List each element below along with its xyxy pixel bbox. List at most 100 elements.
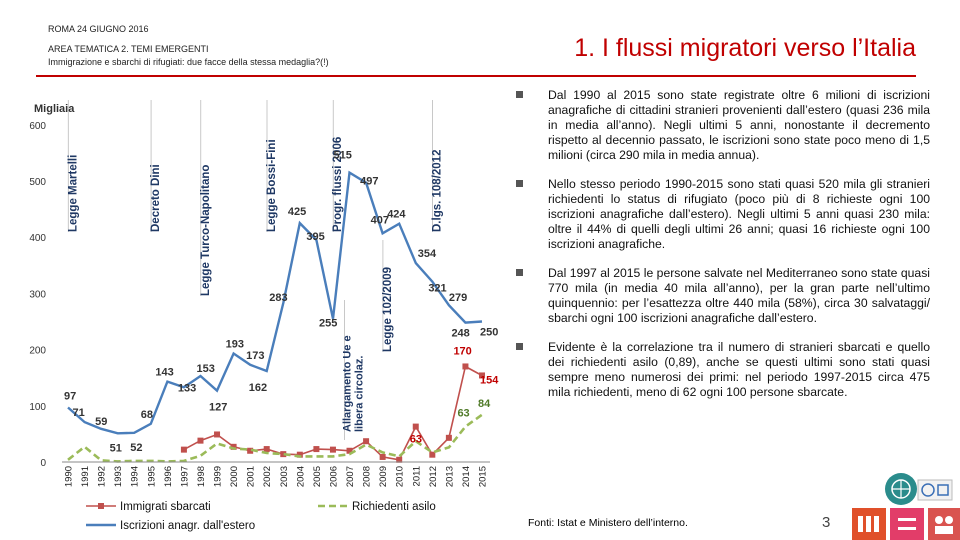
y-tick-label: 600 — [29, 121, 46, 132]
data-label: 84 — [478, 398, 491, 410]
data-label: 255 — [319, 318, 337, 330]
data-label: 127 — [209, 402, 227, 414]
y-tick-label: 400 — [29, 233, 46, 244]
data-label: 395 — [306, 231, 324, 243]
series-marker-sbarcati — [429, 451, 436, 458]
series-marker-sbarcati — [379, 453, 386, 460]
data-label: 71 — [73, 407, 85, 419]
bullet-item: Dal 1990 al 2015 sono state registrate o… — [516, 88, 930, 163]
x-tick-label: 2012 — [428, 466, 439, 487]
series-marker-sbarcati — [363, 438, 370, 445]
x-tick-label: 2001 — [246, 466, 257, 487]
data-label: 68 — [141, 409, 153, 421]
annotation-label: libera circolaz. — [354, 356, 366, 432]
series-marker-sbarcati — [479, 372, 485, 379]
series-line-sbarcati — [183, 365, 483, 461]
x-tick-label: 1991 — [80, 466, 91, 487]
data-label: 407 — [371, 214, 389, 226]
x-tick-label: 2015 — [478, 466, 489, 487]
annotation-label: Legge Turco-Napolitano — [200, 165, 212, 296]
bullet-list: Dal 1990 al 2015 sono state registrate o… — [516, 88, 930, 414]
data-label: 143 — [155, 367, 173, 379]
series-line-richiedenti — [67, 413, 483, 463]
data-label: 497 — [360, 176, 378, 188]
series-line-iscrizioni — [67, 170, 483, 435]
x-tick-label: 2007 — [345, 466, 356, 487]
data-label: 424 — [387, 209, 406, 221]
x-tick-label: 1998 — [196, 466, 207, 487]
data-label: 279 — [449, 292, 467, 304]
annotation-label: Legge Martelli — [67, 155, 79, 232]
annotation-label: Progr. flussi 2006 — [332, 137, 344, 232]
bullet-marker — [516, 91, 523, 98]
y-tick-label: 0 — [40, 458, 46, 469]
data-label: 97 — [64, 390, 76, 402]
data-label: 51 — [110, 442, 122, 454]
data-label: 283 — [269, 292, 287, 304]
x-tick-label: 2009 — [378, 466, 389, 487]
legend-label: Immigrati sbarcati — [120, 501, 211, 513]
series-marker-sbarcati — [412, 423, 419, 430]
x-tick-label: 2008 — [362, 466, 373, 487]
data-label: 153 — [196, 363, 214, 375]
data-label: 321 — [428, 283, 446, 295]
header-line-2: AREA TEMATICA 2. TEMI EMERGENTI — [48, 44, 209, 54]
data-label: 59 — [95, 416, 107, 428]
x-tick-label: 1999 — [213, 466, 224, 487]
x-tick-label: 2002 — [262, 466, 273, 487]
data-label: 154 — [480, 374, 499, 386]
annotation-label: Legge Bossi-Fini — [266, 139, 278, 232]
annotation-label: Legge 102/2009 — [382, 267, 394, 352]
annotation-label: D.lgs. 108/2012 — [432, 150, 444, 232]
bullet-item: Nello stesso periodo 1990-2015 sono stat… — [516, 177, 930, 252]
data-label: 173 — [246, 350, 264, 362]
data-label: 250 — [480, 327, 498, 339]
x-tick-label: 1996 — [163, 466, 174, 487]
series-marker-sbarcati — [445, 434, 452, 441]
y-tick-label: 500 — [29, 177, 46, 188]
x-tick-label: 1993 — [113, 466, 124, 487]
data-label: 170 — [453, 345, 471, 357]
series-marker-sbarcati — [197, 437, 204, 444]
x-tick-label: 1992 — [97, 466, 108, 487]
globe-logo-icon — [885, 473, 917, 505]
annotation-label: Allargamento Ue e — [342, 335, 354, 432]
slide-title: 1. I flussi migratori verso l’Italia — [574, 34, 916, 62]
x-tick-label: 2000 — [229, 466, 240, 487]
data-label: 193 — [226, 339, 244, 351]
title-divider — [36, 75, 916, 77]
x-tick-label: 1997 — [179, 466, 190, 487]
bullet-text: Nello stesso periodo 1990-2015 sono stat… — [548, 177, 930, 251]
legend-label: Richiedenti asilo — [352, 501, 436, 513]
page-number: 3 — [822, 514, 831, 531]
data-label: 162 — [249, 382, 267, 394]
y-tick-label: 200 — [29, 346, 46, 357]
data-label: 63 — [410, 434, 422, 446]
series-marker-sbarcati — [462, 363, 469, 370]
data-label: 248 — [451, 328, 469, 340]
bullet-item: Dal 1997 al 2015 le persone salvate nel … — [516, 266, 930, 326]
x-tick-label: 2011 — [411, 466, 422, 486]
bullet-item: Evidente è la correlazione tra il numero… — [516, 340, 930, 400]
y-tick-label: 100 — [29, 402, 46, 413]
bullet-text: Dal 1997 al 2015 le persone salvate nel … — [548, 266, 930, 325]
series-marker-sbarcati — [263, 446, 270, 453]
series-marker-sbarcati — [214, 431, 221, 438]
x-tick-label: 2003 — [279, 466, 290, 487]
x-tick-label: 1995 — [146, 466, 157, 487]
balance-tile-logo-icon — [890, 508, 924, 540]
data-label: 52 — [130, 442, 142, 454]
x-tick-label: 2005 — [312, 466, 323, 487]
series-marker-sbarcati — [329, 446, 336, 453]
x-tick-label: 2010 — [395, 466, 406, 487]
y-tick-label: 300 — [29, 289, 46, 300]
x-tick-label: 2004 — [295, 466, 306, 487]
migration-chart: Legge Martelli Decreto Dini Legge Turco-Na… — [29, 100, 499, 532]
data-label: 133 — [178, 382, 196, 394]
organization-logo-icon — [917, 479, 953, 501]
data-label: 63 — [457, 408, 469, 420]
header-line-3: Immigrazione e sbarchi di rifugiati: due… — [48, 57, 329, 67]
people-tile-logo-icon — [928, 508, 960, 540]
legend-label: Iscrizioni anagr. dall'estero — [120, 520, 255, 532]
bullet-text: Dal 1990 al 2015 sono state registrate o… — [548, 88, 930, 162]
